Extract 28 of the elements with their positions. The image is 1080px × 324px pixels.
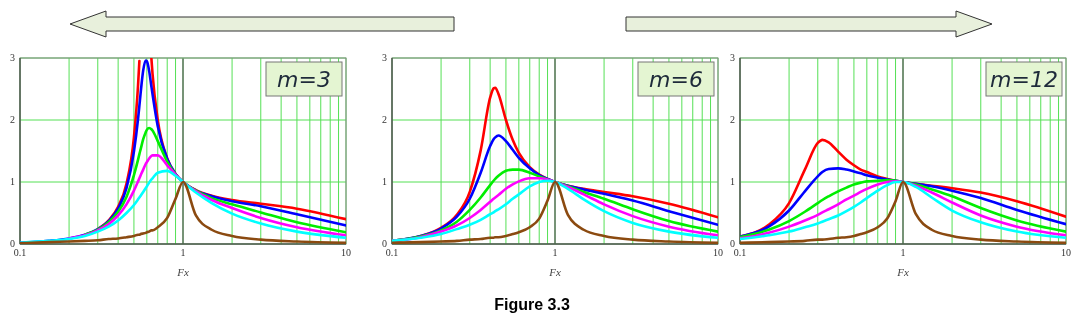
annotation: m=3 [277, 67, 331, 92]
y-tick-label: 2 [382, 114, 387, 125]
y-tick-label: 1 [382, 176, 387, 187]
x-tick-label: 10 [341, 247, 351, 258]
y-tick-label: 0 [382, 238, 387, 249]
annotation: m=12 [990, 67, 1058, 92]
y-tick-label: 2 [730, 114, 735, 125]
y-tick-label: 0 [10, 238, 15, 249]
x-tick-label: 0.1 [385, 247, 399, 258]
x-axis-title: Fx [548, 266, 561, 278]
x-tick-label: 1 [552, 247, 558, 258]
y-tick-label: 3 [10, 52, 15, 63]
caption: Figure 3.3 [494, 296, 570, 313]
x-tick-label: 1 [900, 247, 906, 258]
y-tick-label: 2 [10, 114, 15, 125]
y-tick-label: 0 [730, 238, 735, 249]
annotation: m=6 [649, 67, 703, 92]
y-tick-label: 3 [730, 52, 735, 63]
x-axis-title: Fx [176, 266, 189, 278]
x-axis-title: Fx [896, 266, 909, 278]
x-tick-label: 10 [713, 247, 723, 258]
y-tick-label: 1 [10, 176, 15, 187]
y-tick-label: 1 [730, 176, 735, 187]
x-tick-label: 0.1 [733, 247, 747, 258]
x-tick-label: 10 [1061, 247, 1071, 258]
x-tick-label: 0.1 [13, 247, 27, 258]
y-tick-label: 3 [382, 52, 387, 63]
x-tick-label: 1 [180, 247, 186, 258]
